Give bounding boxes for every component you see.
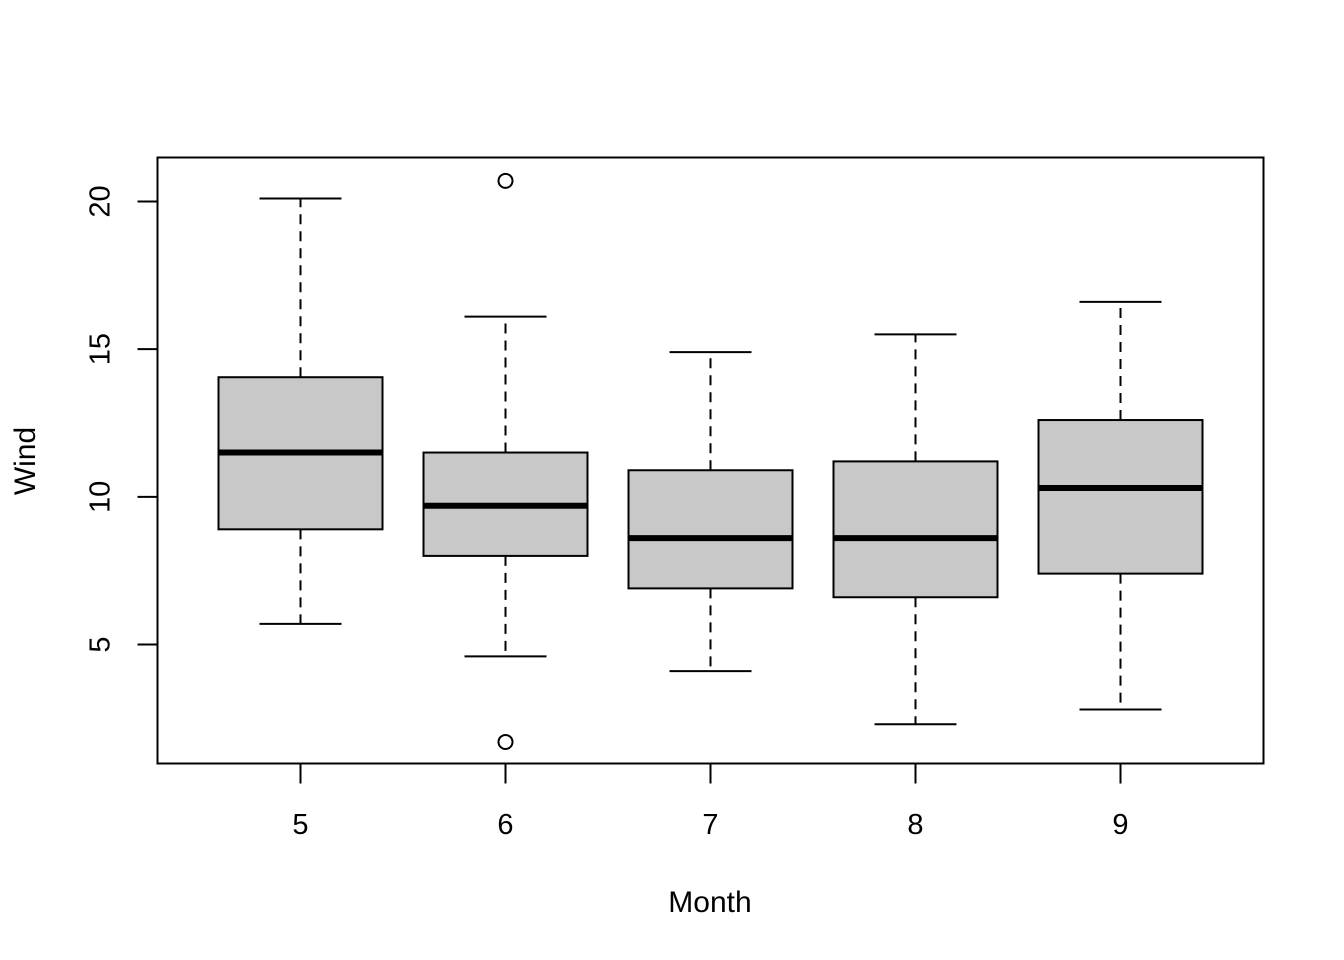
y-axis: 5 10 15 20 xyxy=(85,185,158,652)
y-tick-label: 5 xyxy=(85,636,117,652)
box-group-month-5 xyxy=(219,199,383,624)
box-group-month-6 xyxy=(424,174,588,749)
y-axis-label: Wind xyxy=(9,427,42,495)
outlier-point xyxy=(499,174,513,188)
x-axis-label: Month xyxy=(668,886,751,919)
x-tick-label: 8 xyxy=(907,809,923,841)
iqr-box xyxy=(629,470,793,588)
y-tick-label: 10 xyxy=(85,481,117,513)
y-tick-label: 20 xyxy=(85,185,117,217)
x-tick-label: 9 xyxy=(1112,809,1128,841)
outlier-point xyxy=(499,735,513,749)
box-group-month-7 xyxy=(629,352,793,671)
iqr-box xyxy=(1039,420,1203,574)
box-group-month-8 xyxy=(834,334,998,724)
box-group-month-9 xyxy=(1039,302,1203,710)
x-tick-label: 7 xyxy=(702,809,718,841)
x-axis: 5 6 7 8 9 xyxy=(292,764,1128,842)
x-tick-label: 5 xyxy=(292,809,308,841)
iqr-box xyxy=(834,461,998,597)
boxes-layer xyxy=(219,174,1203,749)
y-tick-label: 15 xyxy=(85,333,117,365)
x-tick-label: 6 xyxy=(497,809,513,841)
